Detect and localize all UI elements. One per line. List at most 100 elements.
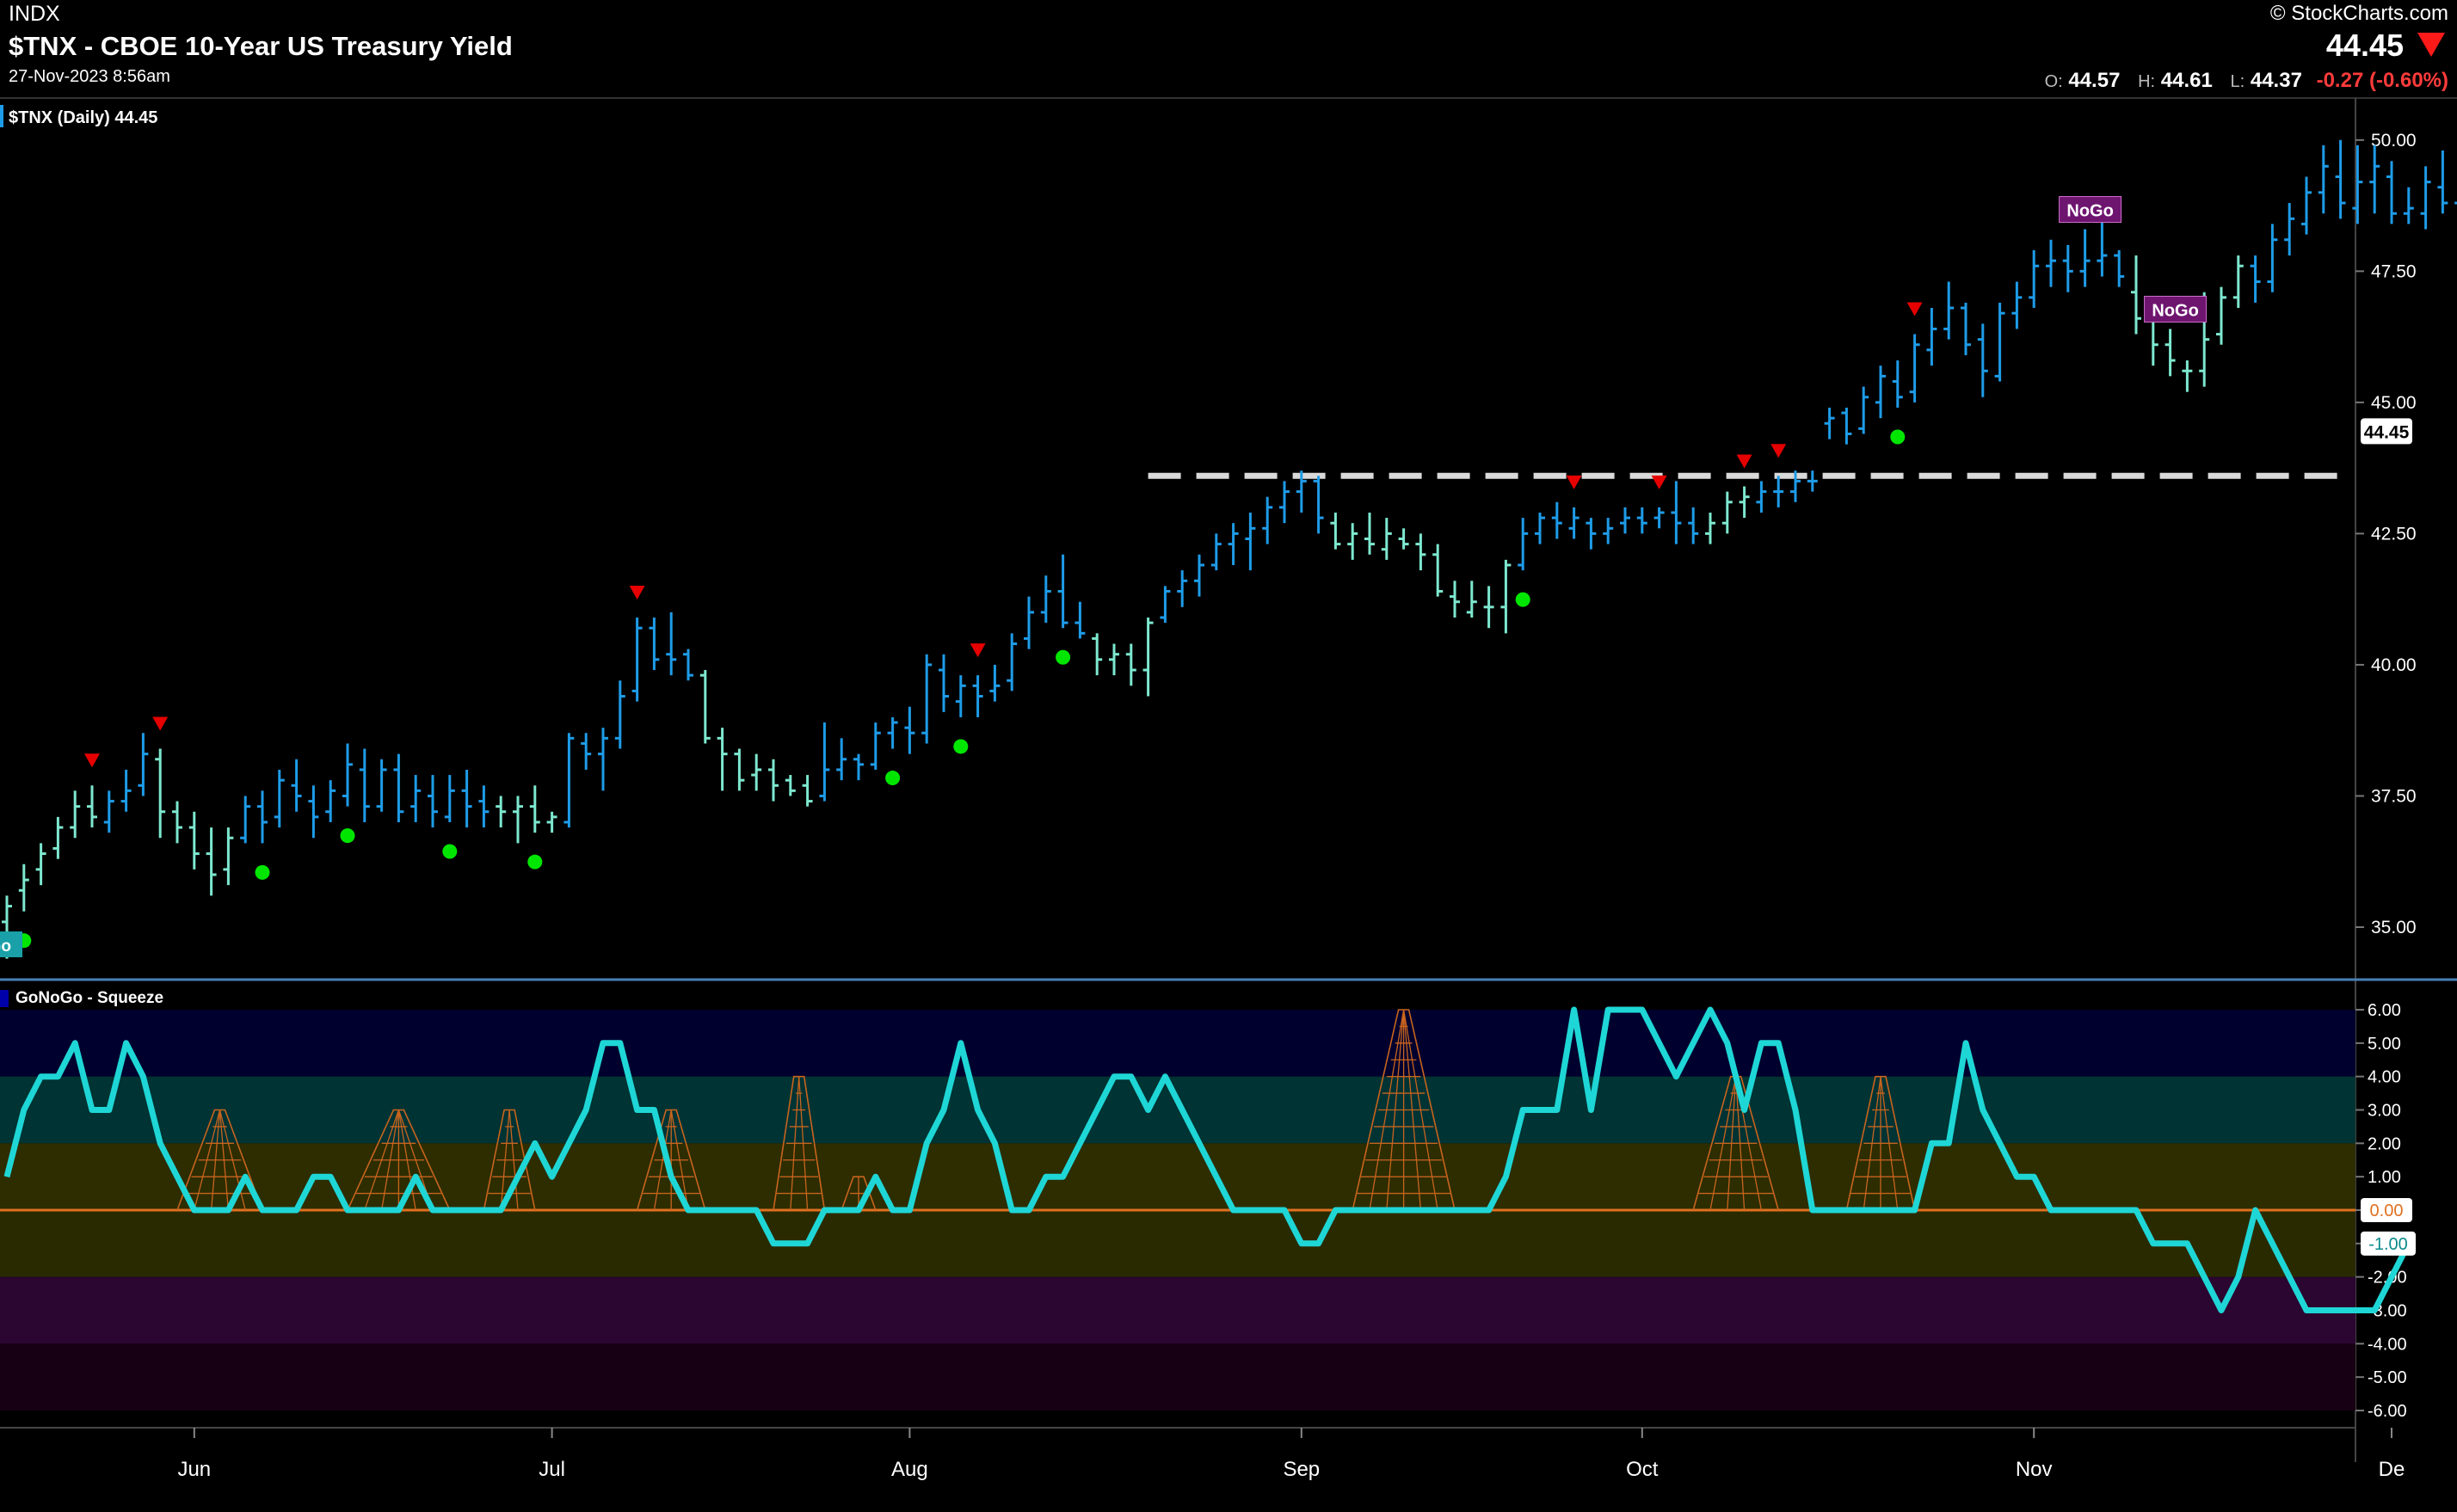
price-bar <box>461 769 472 828</box>
squeeze-grid-ray <box>670 1109 689 1211</box>
price-bar <box>1381 518 1392 560</box>
price-bar <box>2029 249 2040 309</box>
price-bar <box>444 775 455 822</box>
squeeze-grid-ray <box>1402 1009 1438 1211</box>
price-bar <box>2403 187 2414 224</box>
top-marker-icon <box>84 753 100 768</box>
zero-tag-box <box>2361 1198 2412 1222</box>
nogo-label-box <box>2059 196 2122 224</box>
price-bar <box>1092 633 1103 676</box>
squeeze-grid-ray <box>364 1109 400 1211</box>
price-bar <box>785 775 796 796</box>
squeeze-grid-ray <box>210 1109 221 1211</box>
price-axis-label: 47.50 <box>2371 261 2417 281</box>
price-bar <box>1228 523 1239 566</box>
price-bar <box>598 728 608 791</box>
squeeze-grid-ray <box>1709 1076 1737 1211</box>
brand-label[interactable]: © StockCharts.com <box>2269 2 2448 25</box>
squeeze-grid-ray <box>1735 1076 1746 1211</box>
price-bar <box>1603 518 1614 544</box>
time-axis: Jun Jul Aug Sep Oct Nov De <box>0 1427 2405 1481</box>
price-bar <box>2250 255 2261 303</box>
squeeze-grid-ray <box>508 1109 519 1211</box>
squeeze-axis-label: -4.00 <box>2368 1335 2407 1354</box>
squeeze-grid-ray <box>397 1109 416 1211</box>
time-axis-label: Sep <box>1283 1458 1320 1481</box>
zero-tag: 0.00 <box>2361 1198 2412 1222</box>
zero-tag-text: 0.00 <box>2370 1202 2404 1220</box>
nogo-label-box <box>2144 295 2208 323</box>
price-axis-label: 42.50 <box>2371 524 2417 544</box>
price-bar <box>1109 643 1119 676</box>
price-bar <box>342 743 353 807</box>
price-bar <box>1535 512 1545 544</box>
squeeze-axis-label: -5.00 <box>2368 1368 2407 1387</box>
price-bar <box>870 722 881 770</box>
price-bar <box>2011 281 2023 329</box>
price-panel-title-marker <box>0 105 3 127</box>
price-bar <box>1653 507 1665 529</box>
squeeze-grid-ray <box>1369 1009 1405 1211</box>
price-bar <box>428 775 438 828</box>
price-bar <box>734 748 745 791</box>
squeeze-grid-ray <box>1402 1009 1422 1211</box>
nogo-label-text: NoGo <box>2066 202 2113 221</box>
price-bar <box>1024 596 1034 649</box>
squeeze-grid-ray <box>500 1109 510 1211</box>
price-bar <box>52 816 64 859</box>
price-bar <box>240 796 251 844</box>
price-axis-label: 45.00 <box>2371 393 2417 413</box>
price-bar <box>1415 533 1426 571</box>
ohlc-readout: O: 44.57 H: 44.61 L: 44.37 -0.27 (-0.60%… <box>2033 69 2448 93</box>
price-bar <box>1824 407 1835 439</box>
price-bar <box>921 654 933 744</box>
price-bar <box>1347 523 1358 560</box>
price-bar <box>1330 512 1341 550</box>
price-bar <box>1739 486 1750 519</box>
squeeze-panel-title-marker <box>0 990 9 1007</box>
go-dot-icon <box>255 864 270 880</box>
top-marker-icon <box>1566 475 1582 489</box>
price-bar <box>563 733 575 828</box>
price-bar <box>478 785 490 828</box>
price-bar <box>1636 507 1647 534</box>
price-bar <box>2454 201 2457 205</box>
price-bar <box>138 733 149 796</box>
price-bar <box>1160 586 1171 624</box>
price-bar <box>410 775 422 822</box>
nogo-label: NoGo <box>2059 196 2122 224</box>
price-bar <box>546 811 557 833</box>
down-arrow-icon <box>2417 33 2445 57</box>
last-price-tag: 44.45 <box>2361 418 2412 445</box>
squeeze-grid <box>176 1109 263 1211</box>
go-dot-icon <box>1515 592 1530 607</box>
squeeze-grid-ray <box>798 1076 809 1211</box>
price-bar <box>2437 151 2448 214</box>
oscillator-band <box>0 1210 2355 1277</box>
go-dot-icon <box>885 771 901 786</box>
squeeze-grid <box>1845 1075 1916 1211</box>
squeeze-grid <box>1352 1009 1456 1211</box>
price-bar <box>1398 528 1409 550</box>
price-bar <box>2352 144 2363 224</box>
price-bar <box>103 790 114 833</box>
price-bar <box>2420 166 2431 230</box>
go-dot-icon <box>1890 429 1906 445</box>
price-bar <box>1586 518 1597 550</box>
price-bar <box>1296 470 1307 513</box>
go-dot-icon <box>527 854 543 870</box>
top-marker-icon <box>629 586 645 600</box>
go-dot-icon <box>953 739 969 754</box>
open-value: 44.57 <box>2068 69 2121 92</box>
price-bar <box>1688 507 1699 544</box>
price-bar <box>2232 255 2244 309</box>
price-bar <box>1364 512 1375 555</box>
price-bar <box>683 648 693 681</box>
change-value: -0.27 (-0.60%) <box>2316 69 2448 92</box>
go-dot-icon <box>340 828 355 844</box>
price-bar <box>614 680 625 749</box>
open-label: O: <box>2044 72 2063 91</box>
price-bar <box>853 753 864 781</box>
price-bar <box>1994 302 2005 382</box>
